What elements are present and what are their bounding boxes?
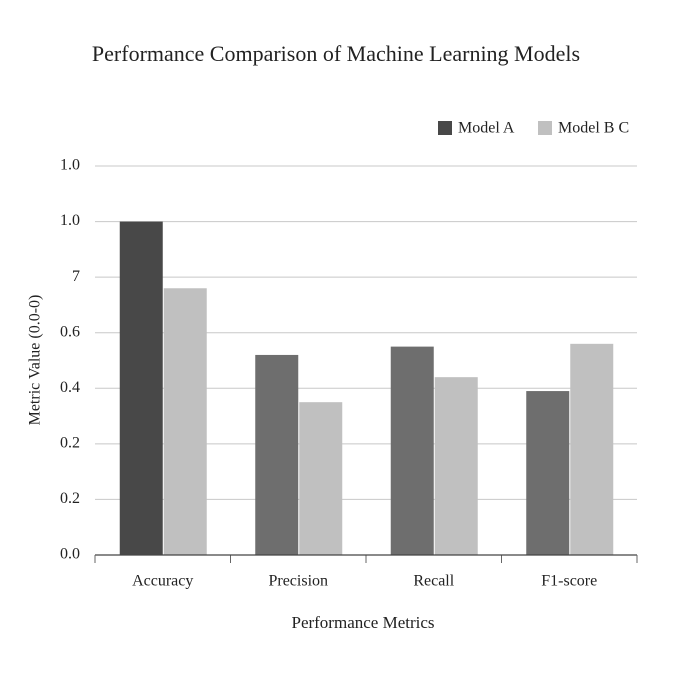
bar	[163, 288, 207, 555]
y-tick-label: 0.2	[60, 435, 80, 452]
chart-title: Performance Comparison of Machine Learni…	[92, 41, 580, 66]
y-tick-label: 0.4	[60, 379, 80, 396]
legend-label: Model B C	[558, 120, 629, 137]
bar	[526, 391, 570, 555]
y-tick-label: 0.0	[60, 546, 80, 563]
legend-swatch	[538, 121, 552, 135]
legend-swatch	[438, 121, 452, 135]
x-tick-label: Precision	[268, 573, 328, 590]
bar	[255, 354, 299, 555]
y-tick-label: 0.2	[60, 490, 80, 507]
y-tick-label: 7	[72, 268, 80, 285]
y-tick-label: 1.0	[60, 157, 80, 174]
bar	[119, 221, 163, 556]
x-tick-label: Recall	[413, 573, 454, 590]
y-tick-label: 1.0	[60, 212, 80, 229]
x-axis-label: Performance Metrics	[291, 613, 434, 632]
y-axis-label: Metric Value (0.0-0)	[27, 295, 44, 426]
legend-label: Model A	[458, 120, 515, 137]
bar	[434, 377, 478, 555]
bar	[390, 346, 434, 555]
y-tick-label: 0.6	[60, 323, 80, 340]
x-tick-label: F1-score	[541, 573, 597, 590]
bar	[299, 402, 343, 555]
bar	[570, 343, 614, 555]
x-tick-label: Accuracy	[132, 573, 193, 590]
